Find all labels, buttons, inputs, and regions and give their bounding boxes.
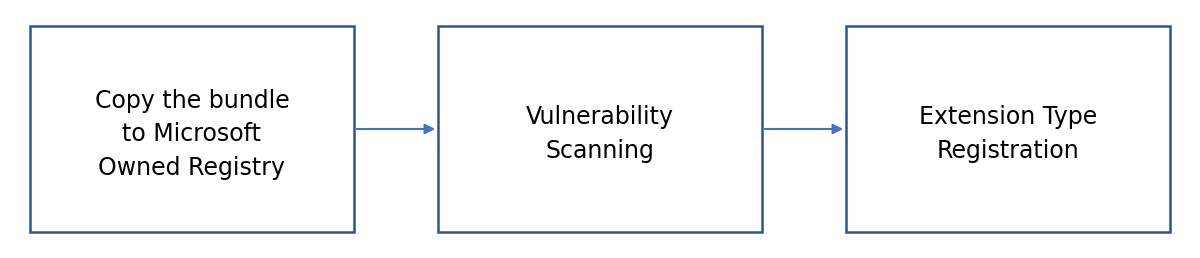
FancyBboxPatch shape <box>438 26 762 232</box>
FancyBboxPatch shape <box>30 26 354 232</box>
Text: Copy the bundle
to Microsoft
Owned Registry: Copy the bundle to Microsoft Owned Regis… <box>95 89 289 180</box>
Text: Vulnerability
Scanning: Vulnerability Scanning <box>526 106 674 163</box>
FancyBboxPatch shape <box>846 26 1170 232</box>
Text: Extension Type
Registration: Extension Type Registration <box>919 106 1097 163</box>
